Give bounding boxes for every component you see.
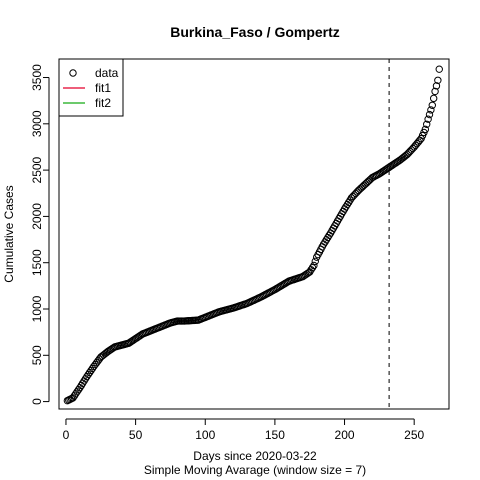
y-tick-label: 3000 — [30, 110, 44, 137]
x-tick-label: 100 — [195, 428, 215, 442]
y-tick-label: 2500 — [30, 156, 44, 183]
data-point — [431, 87, 439, 96]
legend-fit1-label: fit1 — [95, 81, 111, 95]
y-axis: 0 500 1000 1500 2000 2500 3000 3500 — [30, 64, 50, 405]
data-point — [434, 76, 442, 85]
y-axis-label: Cumulative Cases — [2, 185, 16, 282]
legend-data-marker — [69, 69, 77, 77]
y-tick-label: 1500 — [30, 249, 44, 276]
data-point — [435, 65, 443, 73]
y-tick-label: 500 — [30, 345, 44, 365]
y-tick-label: 1000 — [30, 295, 44, 322]
x-tick-label: 200 — [335, 428, 355, 442]
y-tick-label: 0 — [30, 398, 44, 405]
data-point — [427, 106, 435, 114]
legend-data-label: data — [95, 66, 119, 80]
x-tick-label: 250 — [404, 428, 424, 442]
x-axis: 0 50 100 150 200 250 — [63, 418, 425, 442]
legend-fit2-label: fit2 — [95, 96, 111, 110]
legend: data fit1 fit2 — [58, 58, 124, 117]
x-tick-label: 0 — [63, 428, 70, 442]
data-point — [424, 115, 432, 123]
x-tick-label: 50 — [129, 428, 143, 442]
x-tick-label: 150 — [265, 428, 285, 442]
data-point — [308, 263, 317, 272]
data-point — [429, 94, 438, 103]
data-point — [423, 120, 431, 128]
data-points — [63, 65, 443, 405]
chart-title: Burkina_Faso / Gompertz — [170, 24, 340, 40]
data-point — [432, 82, 441, 90]
plot-frame — [58, 58, 450, 410]
y-tick-label: 2000 — [30, 203, 44, 230]
data-point — [425, 110, 434, 119]
x-axis-label: Days since 2020-03-22 — [193, 449, 317, 463]
data-point — [428, 101, 436, 110]
data-point — [310, 261, 318, 270]
y-tick-label: 3500 — [30, 64, 44, 91]
data-point — [421, 125, 430, 134]
data-point — [311, 257, 319, 266]
x-axis-sublabel: Simple Moving Avarage (window size = 7) — [144, 463, 366, 477]
